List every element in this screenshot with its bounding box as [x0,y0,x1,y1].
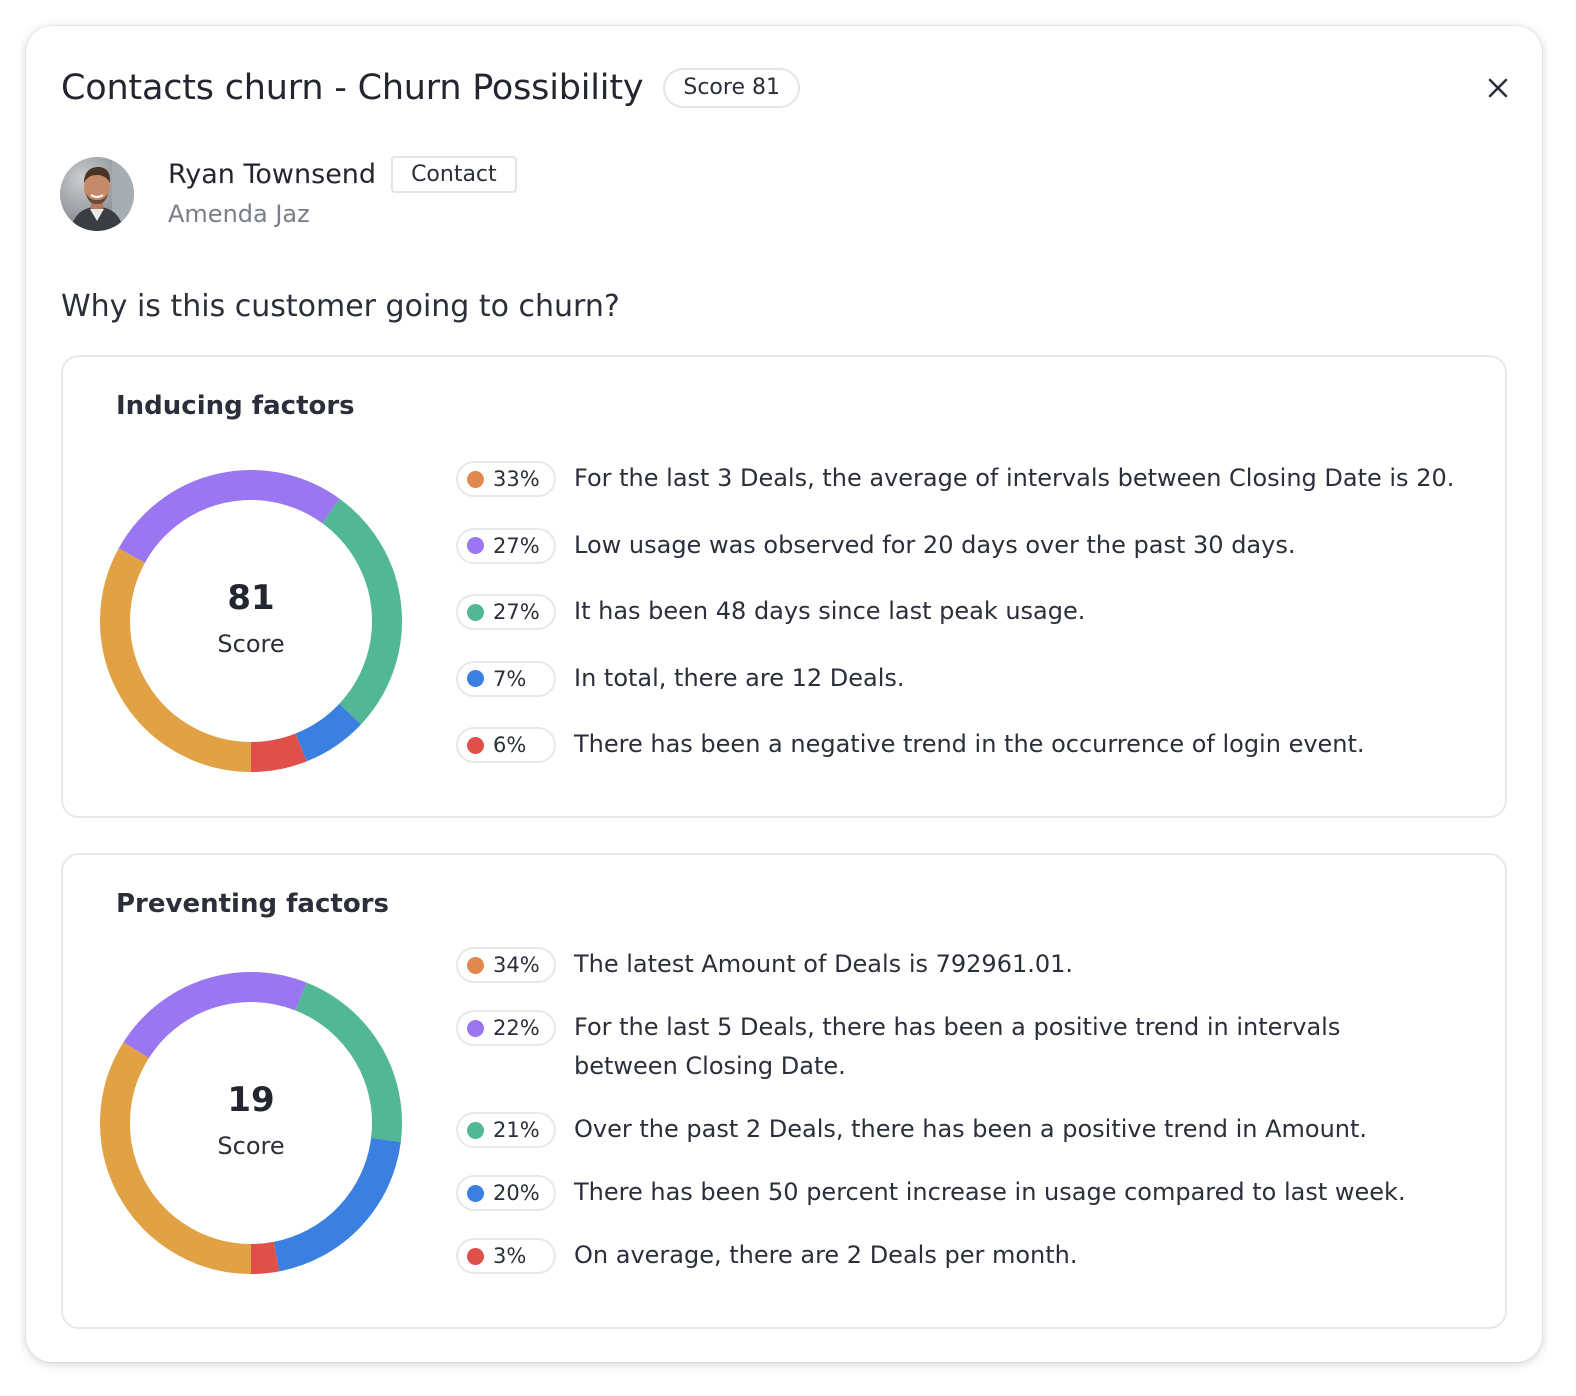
percent-value: 7% [493,666,527,691]
percent-badge: 3% [456,1238,556,1274]
dialog-title: Contacts churn - Churn Possibility [61,68,644,108]
green-dot-icon [467,603,484,621]
preventing-score-label: Score [217,1132,285,1160]
preventing-factors-card: Preventing factors 19 Score 34% The late… [61,853,1507,1329]
percent-value: 21% [493,1118,540,1142]
inducing-factor-list: 33% For the last 3 Deals, the average of… [456,461,1466,794]
factor-text: For the last 3 Deals, the average of int… [574,464,1455,492]
list-item: 34% The latest Amount of Deals is 792961… [456,947,1466,984]
factor-text: In total, there are 12 Deals. [574,663,905,692]
list-item: 33% For the last 3 Deals, the average of… [456,461,1466,528]
percent-value: 3% [493,1244,527,1268]
inducing-factors-card: Inducing factors 81 Score 33% For the la… [61,355,1507,818]
orange-dot-icon [467,956,484,974]
orange-dot-icon [467,470,484,488]
blue-dot-icon [467,670,484,687]
list-item: 3% On average, there are 2 Deals per mon… [456,1238,1466,1275]
avatar [60,157,134,231]
donut-segment-3 [295,982,402,1142]
purple-dot-icon [467,1019,484,1037]
factor-text: There has been 50 percent increase in us… [574,1178,1406,1206]
red-dot-icon [467,736,484,754]
preventing-factor-list: 34% The latest Amount of Deals is 792961… [456,947,1466,1301]
list-item: 27% It has been 48 days since last peak … [456,594,1466,661]
list-item: 20% There has been 50 percent increase i… [456,1175,1466,1212]
inducing-donut-chart: 81 Score [99,469,403,773]
person-subtitle: Amenda Jaz [168,200,310,228]
churn-dialog: Contacts churn - Churn Possibility Score… [26,26,1542,1362]
list-item: 27% Low usage was observed for 20 days o… [456,527,1466,595]
percent-value: 34% [493,953,540,977]
factor-text: There has been a negative trend in the o… [574,730,1365,758]
inducing-score-value: 81 [227,578,275,618]
score-badge: Score 81 [663,68,800,108]
percent-badge: 33% [456,461,556,497]
percent-badge: 27% [456,594,556,630]
red-dot-icon [467,1247,484,1265]
donut-segment-4 [273,1137,401,1272]
percent-badge: 21% [456,1112,556,1148]
purple-dot-icon [467,537,484,554]
factor-text: For the last 5 Deals, there has been a p… [574,1013,1341,1080]
percent-badge: 27% [456,527,556,564]
donut-segment-3 [321,498,402,725]
factor-text: Low usage was observed for 20 days over … [574,530,1296,559]
close-button[interactable] [1482,72,1514,104]
percent-badge: 20% [456,1175,556,1211]
percent-badge: 6% [456,727,556,763]
blue-dot-icon [467,1184,484,1202]
donut-segment-1 [100,1042,252,1274]
inducing-factors-title: Inducing factors [116,391,355,421]
factor-text: It has been 48 days since last peak usag… [574,597,1086,625]
donut-segment-4 [295,703,362,762]
list-item: 6% There has been a negative trend in th… [456,727,1466,794]
person-header: Ryan Townsend Contact [168,156,517,193]
list-item: 7% In total, there are 12 Deals. [456,660,1466,728]
green-dot-icon [467,1121,484,1139]
preventing-factors-title: Preventing factors [116,889,389,919]
donut-segment-1 [100,548,252,772]
list-item: 22% For the last 5 Deals, there has been… [456,1010,1466,1086]
donut-segment-2 [123,972,307,1059]
percent-value: 6% [493,733,527,757]
person-name[interactable]: Ryan Townsend [168,159,377,190]
percent-value: 22% [493,1016,540,1040]
preventing-donut-chart: 19 Score [99,971,403,1275]
percent-badge: 7% [456,660,556,697]
list-item: 21% Over the past 2 Deals, there has bee… [456,1112,1466,1149]
dialog-header: Contacts churn - Churn Possibility Score… [61,68,800,108]
contact-tag: Contact [391,156,517,193]
percent-value: 33% [493,467,540,491]
donut-segment-2 [118,470,340,563]
percent-badge: 34% [456,947,556,983]
percent-value: 27% [493,533,540,558]
percent-badge: 22% [456,1010,556,1046]
percent-value: 27% [493,600,540,624]
inducing-score-label: Score [217,630,285,658]
percent-value: 20% [493,1181,540,1205]
close-icon [1488,78,1508,98]
donut-segment-5 [250,1241,280,1274]
factor-text: On average, there are 2 Deals per month. [574,1241,1078,1269]
churn-question: Why is this customer going to churn? [61,289,620,324]
factor-text: Over the past 2 Deals, there has been a … [574,1115,1368,1143]
donut-segment-5 [250,733,307,772]
preventing-score-value: 19 [227,1080,275,1120]
factor-text: The latest Amount of Deals is 792961.01. [574,950,1074,978]
